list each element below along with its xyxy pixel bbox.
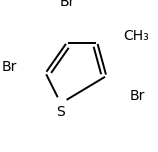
Text: Br: Br <box>59 0 75 9</box>
Text: Br: Br <box>129 89 145 103</box>
Text: CH₃: CH₃ <box>123 29 149 43</box>
Text: S: S <box>56 105 65 119</box>
Text: Br: Br <box>1 60 17 74</box>
